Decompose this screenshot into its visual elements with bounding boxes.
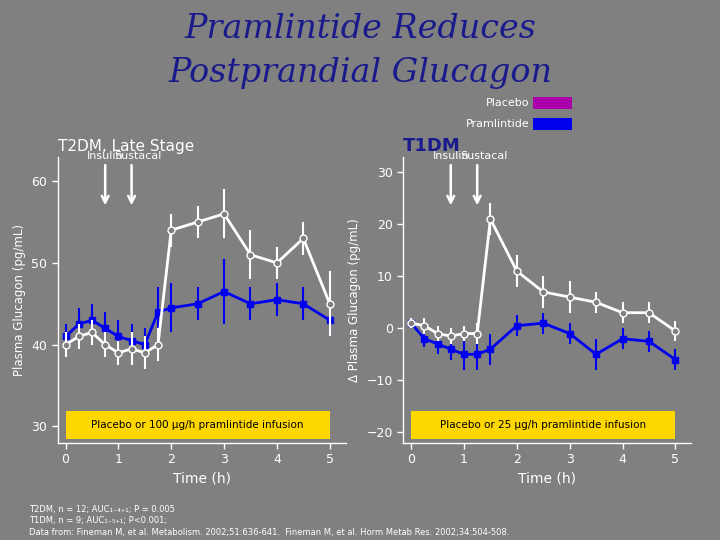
Text: Placebo or 100 μg/h pramlintide infusion: Placebo or 100 μg/h pramlintide infusion	[91, 420, 304, 430]
Text: Pramlintide: Pramlintide	[465, 119, 529, 129]
Y-axis label: Plasma Glucagon (pg/mL): Plasma Glucagon (pg/mL)	[13, 224, 26, 376]
Text: Sustacal: Sustacal	[460, 151, 507, 161]
Text: Sustacal: Sustacal	[114, 151, 161, 161]
X-axis label: Time (h): Time (h)	[173, 472, 230, 486]
Text: Insulin: Insulin	[87, 151, 123, 161]
Text: Placebo: Placebo	[486, 98, 529, 107]
Bar	[66, 411, 330, 438]
Text: Placebo or 25 μg/h pramlintide infusion: Placebo or 25 μg/h pramlintide infusion	[440, 420, 647, 430]
Text: Insulin: Insulin	[433, 151, 469, 161]
Text: Pramlintide Reduces: Pramlintide Reduces	[184, 14, 536, 45]
Text: T2DM, n = 12; AUC₁₋₄₊₁; P = 0.005
T1DM, n = 9; AUC₁₋₅₊₁; P<0.001;
Data from: Fin: T2DM, n = 12; AUC₁₋₄₊₁; P = 0.005 T1DM, …	[29, 505, 509, 537]
X-axis label: Time (h): Time (h)	[518, 472, 576, 486]
Text: Postprandial Glucagon: Postprandial Glucagon	[168, 57, 552, 89]
Y-axis label: Δ Plasma Glucagon (pg/mL): Δ Plasma Glucagon (pg/mL)	[348, 218, 361, 382]
Text: T1DM: T1DM	[403, 137, 461, 155]
Text: T2DM, Late Stage: T2DM, Late Stage	[58, 139, 194, 154]
Bar	[411, 411, 675, 438]
